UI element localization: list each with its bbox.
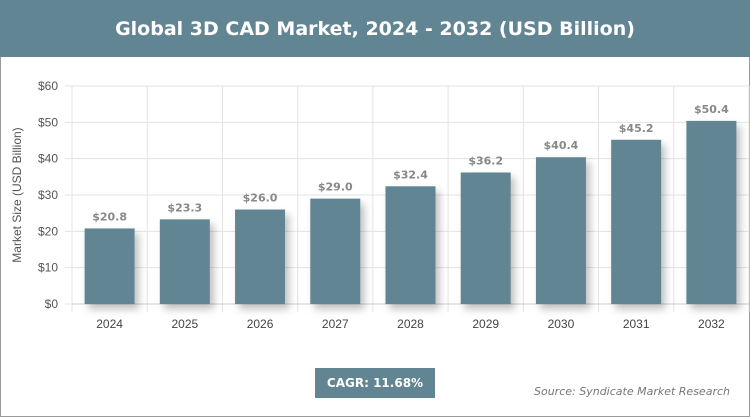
x-tick-label: 2031 xyxy=(623,317,650,331)
data-label: $23.3 xyxy=(167,201,202,214)
x-tick-label: 2024 xyxy=(96,317,123,331)
bar-2032 xyxy=(686,120,737,304)
cagr-badge: CAGR: 11.68% xyxy=(315,368,435,398)
source-note: Source: Syndicate Market Research xyxy=(534,385,730,398)
bar-2031 xyxy=(611,139,662,304)
x-tick-label: 2028 xyxy=(397,317,424,331)
data-label: $20.8 xyxy=(92,210,127,223)
bar-2025 xyxy=(159,219,210,304)
data-label: $45.2 xyxy=(619,122,654,135)
y-tick-label: $10 xyxy=(38,261,58,275)
y-tick-label: $0 xyxy=(45,297,59,311)
bar-2026 xyxy=(235,209,286,304)
bar-2030 xyxy=(535,157,586,304)
bar-2024 xyxy=(84,228,135,304)
x-tick-label: 2027 xyxy=(322,317,349,331)
chart-title: Global 3D CAD Market, 2024 - 2032 (USD B… xyxy=(0,0,750,57)
data-label: $40.4 xyxy=(544,139,579,152)
x-tick-label: 2030 xyxy=(548,317,575,331)
y-tick-label: $60 xyxy=(38,79,58,93)
data-label: $26.0 xyxy=(243,192,278,205)
x-tick-label: 2032 xyxy=(698,317,725,331)
data-label: $29.0 xyxy=(318,181,353,194)
y-tick-label: $50 xyxy=(38,115,58,129)
y-tick-label: $30 xyxy=(38,188,58,202)
x-tick-label: 2026 xyxy=(247,317,274,331)
bar-2027 xyxy=(310,198,361,304)
y-axis-label: Market Size (USD Billion) xyxy=(10,127,24,262)
data-label: $50.4 xyxy=(694,103,729,116)
y-tick-label: $40 xyxy=(38,152,58,166)
data-label: $36.2 xyxy=(468,154,503,167)
y-tick-label: $20 xyxy=(38,224,58,238)
data-label: $32.4 xyxy=(393,168,428,181)
x-tick-label: 2029 xyxy=(472,317,499,331)
bar-2028 xyxy=(385,186,436,304)
bar-2029 xyxy=(460,172,511,304)
x-tick-label: 2025 xyxy=(171,317,198,331)
